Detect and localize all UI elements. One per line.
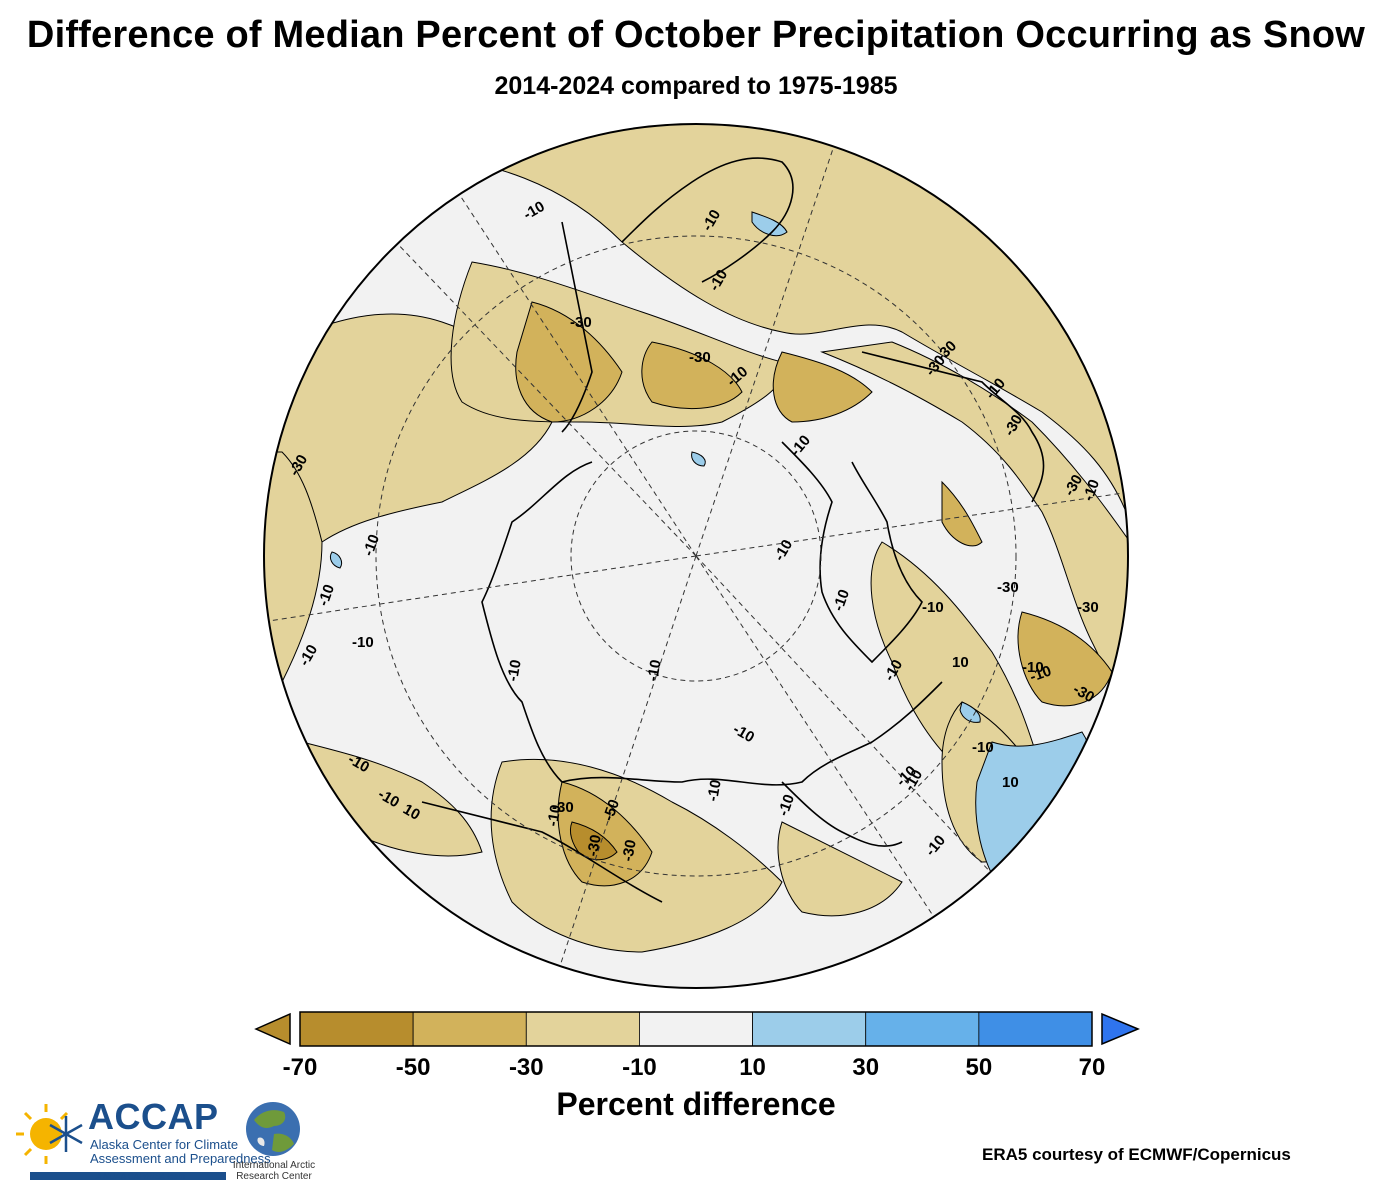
contour-label: -10 — [775, 792, 798, 818]
contour-label: -30 — [584, 833, 605, 857]
contour-label: -10 — [830, 587, 853, 613]
colorbar-tick-label: 10 — [739, 1054, 766, 1081]
contour-label: -10 — [504, 658, 525, 682]
contour-label: -30 — [570, 314, 592, 331]
contour-label: -10 — [972, 739, 994, 756]
colorbar-tick-label: -30 — [508, 1054, 544, 1081]
map-title: Difference of Median Percent of October … — [26, 14, 1366, 56]
iarc-text: International Arctic Research Center — [224, 1160, 324, 1182]
contour-label: -50 — [600, 797, 623, 823]
polar-map: -10 -10-10-30-30-10-10-30-30-10-30-30-10-… — [263, 123, 1129, 989]
accap-line2: Assessment and Preparedness — [90, 1151, 271, 1166]
contour-label: -30 — [619, 838, 640, 862]
colorbar-tick-label: -50 — [395, 1054, 431, 1081]
contour-label: 10 — [952, 654, 969, 671]
accap-tagline: A NOAA CAP/RISA team — [96, 1172, 185, 1181]
medium-negative-regions — [515, 301, 1113, 887]
data-credit: ERA5 courtesy of ECMWF/Copernicus — [982, 1145, 1291, 1164]
colorbar-tick-label: 30 — [852, 1054, 880, 1081]
contour-label: -10 — [922, 599, 944, 616]
colorbar-segment — [865, 1011, 980, 1047]
sun-icon — [16, 1104, 69, 1164]
contour-label: -10 — [544, 803, 565, 827]
strong-negative-regions — [569, 821, 618, 861]
colorbar-tick-label: -10 — [622, 1054, 657, 1081]
snowflake-icon — [49, 1116, 83, 1152]
contour-label: -10 — [704, 778, 725, 802]
colorbar-label: Percent difference — [556, 1086, 836, 1122]
colorbar-segment — [299, 1011, 414, 1047]
contour-label: -30 — [552, 799, 574, 816]
map-subtitle: 2014-2024 compared to 1975-1985 — [494, 72, 898, 100]
colorbar-tick-label: 70 — [1078, 1054, 1106, 1081]
contour-label: -10 — [644, 658, 665, 682]
accap-name: ACCAP — [88, 1096, 219, 1137]
map-border — [263, 123, 1129, 989]
colorbar-segment — [978, 1011, 1093, 1047]
colorbar-extend-high — [1101, 1012, 1140, 1046]
contour-label: -10 — [1080, 477, 1103, 503]
accap-bar — [30, 1172, 226, 1180]
contour-label: -10 — [1022, 659, 1044, 676]
colorbar-segment — [639, 1011, 753, 1047]
contour-label: 10 — [400, 801, 423, 824]
colorbar-segment — [525, 1011, 640, 1047]
colorbar-frame — [299, 1011, 1093, 1047]
contour-label: -10 — [1028, 662, 1054, 685]
iarc-line1: International Arctic — [232, 1160, 316, 1171]
contour-label: -10 — [352, 634, 374, 651]
colorbar — [254, 1011, 1140, 1047]
contour-label: 10 — [1002, 774, 1019, 791]
contour-label: -30 — [1077, 599, 1099, 616]
iarc-globe-icon — [246, 1102, 300, 1156]
colorbar-segment — [412, 1011, 527, 1047]
colorbar-segment — [752, 1011, 867, 1047]
accap-logo — [16, 1104, 226, 1180]
positive-regions — [329, 211, 1094, 893]
contour-label: -10 — [315, 582, 338, 608]
colorbar-tick-label: -70 — [282, 1054, 318, 1081]
colorbar-extend-low — [254, 1012, 291, 1046]
accap-line1: Alaska Center for Climate — [90, 1137, 239, 1152]
colorbar-tick-label: 50 — [965, 1054, 993, 1081]
contour-label: -10 — [360, 532, 383, 558]
contour-label: -30 — [689, 349, 711, 366]
coastlines — [421, 157, 1045, 903]
colorbar-segments — [299, 1011, 1093, 1047]
contour-label: -30 — [997, 579, 1019, 596]
iarc-line2: Research Center — [236, 1171, 312, 1182]
